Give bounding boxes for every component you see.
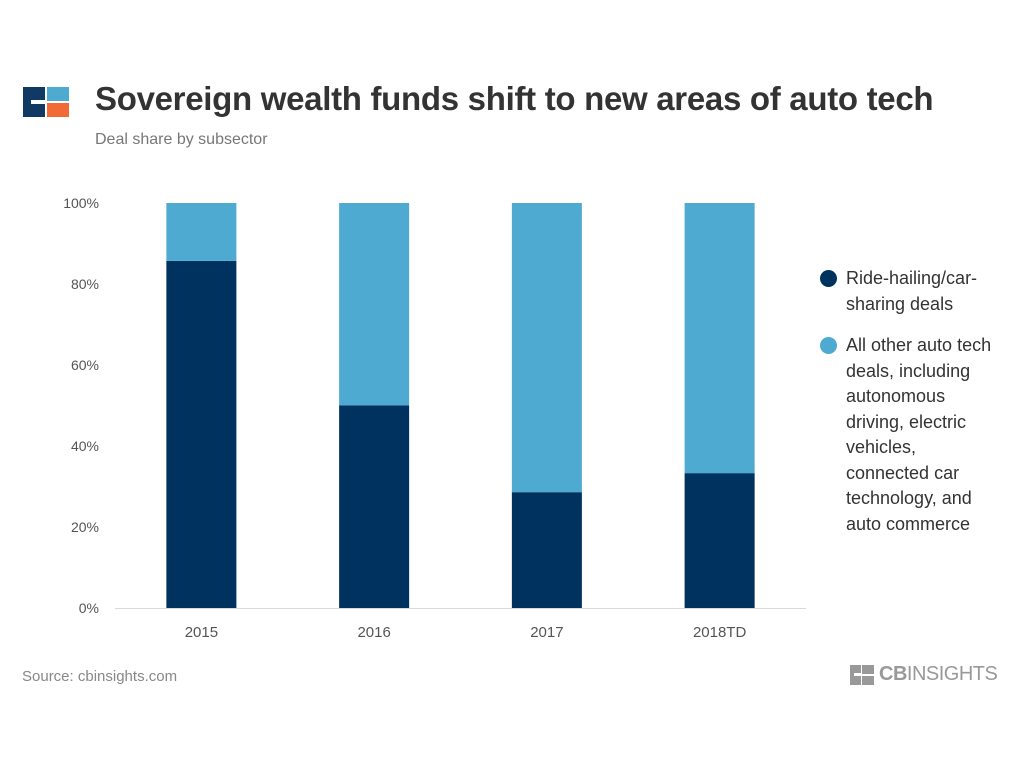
legend-item-ride-hailing: Ride-hailing/car-sharing deals bbox=[820, 266, 1020, 317]
bars bbox=[166, 203, 755, 608]
y-tick-label: 60% bbox=[71, 357, 99, 373]
bar-segment-2015-ride-hailing bbox=[166, 260, 237, 608]
cb-insights-logo-icon bbox=[850, 664, 874, 685]
y-tick-label: 20% bbox=[71, 519, 99, 535]
y-tick-label: 80% bbox=[71, 276, 99, 292]
x-tick-label: 2016 bbox=[357, 624, 390, 641]
cb-insights-brand: CBINSIGHTS bbox=[850, 663, 998, 686]
chart-title: Sovereign wealth funds shift to new area… bbox=[95, 80, 934, 117]
x-tick-label: 2015 bbox=[185, 624, 218, 641]
bar-segment-2016-ride-hailing bbox=[339, 405, 410, 608]
bar-segment-2017-ride-hailing bbox=[511, 492, 582, 608]
x-axis: 2015 2016 2017 2018TD bbox=[185, 624, 747, 641]
brand-bold: CB bbox=[879, 663, 907, 685]
legend-label-all-other: All other auto tech deals, including aut… bbox=[846, 335, 992, 534]
legend-swatch-all-other bbox=[820, 337, 837, 354]
y-tick-label: 100% bbox=[63, 195, 99, 211]
bar-segment-2016-all-other bbox=[339, 203, 410, 406]
y-tick-label: 40% bbox=[71, 438, 99, 454]
cb-logo-icon bbox=[23, 87, 69, 117]
bar-segment-2018td-all-other bbox=[684, 203, 755, 474]
legend: Ride-hailing/car-sharing deals All other… bbox=[820, 266, 1020, 553]
y-tick-label: 0% bbox=[79, 600, 99, 616]
brand-wordmark: CBINSIGHTS bbox=[879, 663, 998, 686]
bar-segment-2017-all-other bbox=[511, 203, 582, 493]
bar-segment-2018td-ride-hailing bbox=[684, 473, 755, 608]
y-axis: 0% 20% 40% 60% 80% 100% bbox=[63, 195, 99, 616]
source-note: Source: cbinsights.com bbox=[22, 668, 178, 685]
brand-rest: INSIGHTS bbox=[906, 663, 998, 685]
bar-segment-2015-all-other bbox=[166, 203, 237, 261]
x-tick-label: 2017 bbox=[530, 624, 563, 641]
legend-swatch-ride-hailing bbox=[820, 270, 837, 287]
x-tick-label: 2018TD bbox=[693, 624, 747, 641]
legend-label-ride-hailing: Ride-hailing/car-sharing deals bbox=[846, 268, 978, 314]
legend-item-all-other: All other auto tech deals, including aut… bbox=[820, 333, 1020, 537]
chart-subtitle: Deal share by subsector bbox=[95, 131, 268, 148]
